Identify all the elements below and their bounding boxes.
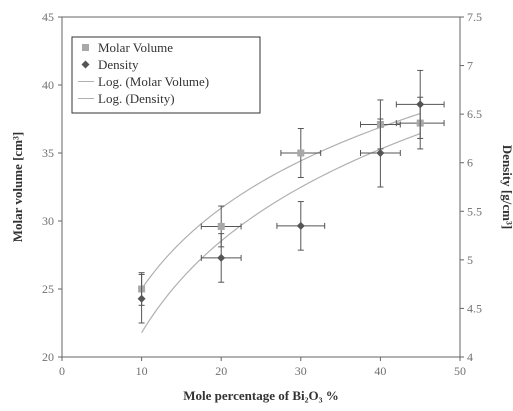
y2-tick-label: 4.5 [467, 301, 482, 315]
diamond-marker [137, 294, 146, 303]
legend-square-marker [82, 44, 89, 51]
y2-tick-label: 7.5 [467, 10, 482, 24]
y2-tick-label: 6 [467, 156, 473, 170]
trendline-0 [141, 112, 421, 290]
data-point-square [280, 128, 322, 178]
data-point-diamond [200, 233, 242, 283]
y2-axis-label: Density [g/cm³] [500, 145, 513, 229]
axis-ticks: 0 10 20 30 40 50 20 25 30 35 40 45 4 4.5 5 5.5 6 6.5 7 7.5 [42, 10, 482, 378]
y-tick-label: 35 [42, 146, 54, 160]
y2-tick-label: 7 [467, 59, 473, 73]
y-axis-label: Molar volume [cm³] [10, 132, 25, 243]
legend-box [71, 36, 261, 114]
data-point-square [200, 205, 242, 248]
square-marker [217, 222, 225, 230]
x-tick-label: 0 [59, 364, 65, 378]
y-tick-label: 45 [42, 10, 54, 24]
x-tick-label: 40 [374, 364, 386, 378]
x-tick-label: 30 [295, 364, 307, 378]
y-tick-label: 30 [42, 214, 54, 228]
diamond-marker [376, 149, 385, 157]
trendlines [141, 112, 421, 334]
legend-diamond-marker [81, 60, 90, 69]
y2-tick-label: 5.5 [467, 204, 482, 218]
x-axis-label: Mole percentage of Bi₂O₃ % [183, 388, 339, 403]
y-tick-label: 40 [42, 78, 54, 92]
legend-label-molar-volume: Molar Volume [98, 40, 173, 55]
x-tick-label: 20 [215, 364, 227, 378]
data-point-diamond [360, 118, 401, 188]
data-point-diamond [137, 273, 146, 324]
legend-label-density: Density [98, 57, 139, 72]
x-tick-label: 50 [454, 364, 466, 378]
diamond-marker [416, 100, 425, 109]
y2-tick-label: 6.5 [467, 107, 482, 121]
x-tick-label: 10 [136, 364, 148, 378]
y2-tick-label: 5 [467, 253, 473, 267]
legend: Molar Volume Density Log. (Molar Volume)… [71, 36, 261, 114]
square-marker [297, 149, 305, 157]
legend-label-log-molar-volume: Log. (Molar Volume) [98, 74, 209, 89]
trendline-1 [141, 133, 421, 334]
data-point-diamond [276, 201, 326, 251]
diamond-marker [296, 221, 305, 230]
y-tick-label: 25 [42, 282, 54, 296]
legend-label-log-density: Log. (Density) [98, 91, 175, 106]
data-point-diamond [395, 69, 445, 139]
y-tick-label: 20 [42, 350, 54, 364]
y2-tick-label: 4 [467, 350, 473, 364]
diamond-marker [217, 253, 226, 262]
data-points [137, 69, 445, 324]
